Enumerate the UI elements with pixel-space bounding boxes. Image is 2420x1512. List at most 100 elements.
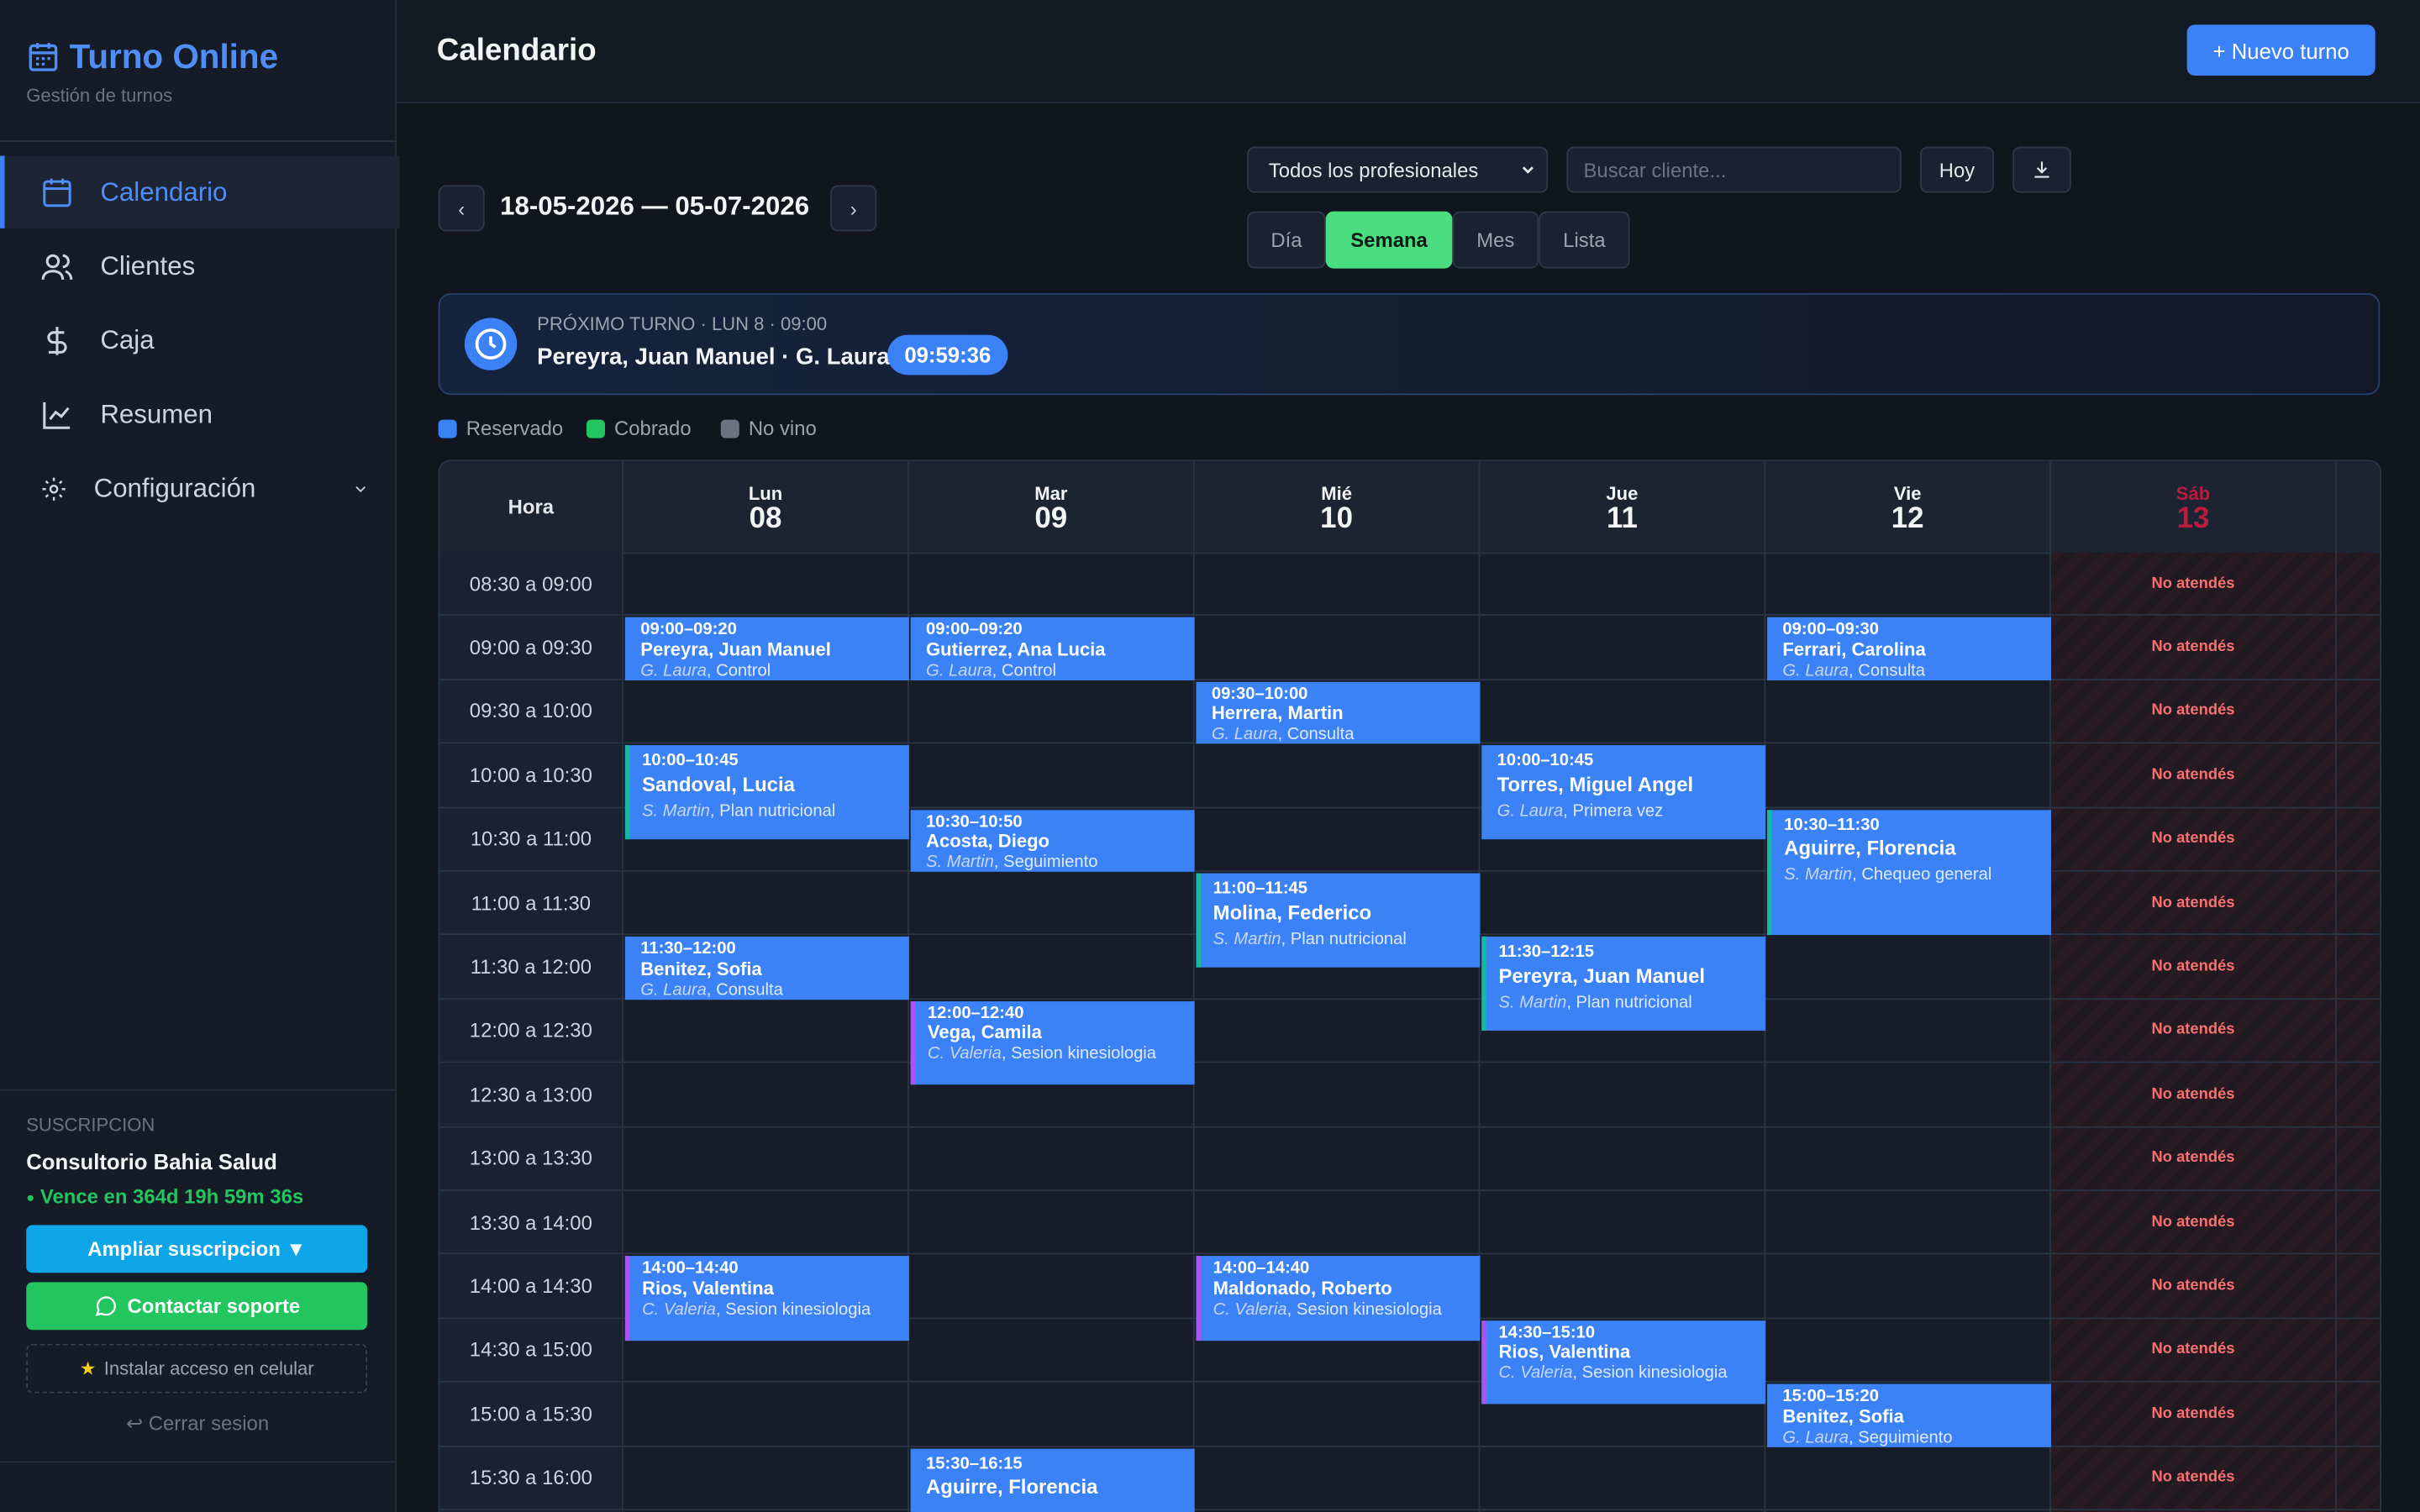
slot-cell[interactable] bbox=[1765, 552, 2052, 617]
slot-cell[interactable] bbox=[623, 807, 909, 872]
upgrade-button[interactable]: Ampliar suscripcion ▼ bbox=[26, 1225, 368, 1273]
slot-cell[interactable] bbox=[1765, 1510, 2052, 1512]
slot-cell[interactable] bbox=[908, 935, 1195, 1000]
slot-cell[interactable] bbox=[1480, 680, 1766, 744]
slot-cell[interactable] bbox=[623, 1063, 909, 1127]
slot-cell[interactable] bbox=[908, 743, 1195, 808]
prev-button[interactable]: ‹ bbox=[438, 185, 485, 232]
slot-cell[interactable] bbox=[1765, 1446, 2052, 1511]
slot-cell[interactable] bbox=[1765, 999, 2052, 1063]
slot-cell[interactable] bbox=[908, 1319, 1195, 1383]
slot-cell[interactable] bbox=[1480, 999, 1766, 1063]
view-tab-active[interactable]: Semana bbox=[1325, 211, 1453, 269]
slot-cell[interactable] bbox=[623, 1446, 909, 1511]
slot-cell[interactable] bbox=[623, 1510, 909, 1512]
slot-cell[interactable] bbox=[1480, 1063, 1766, 1127]
slot-cell[interactable] bbox=[1480, 1383, 1766, 1447]
view-tab[interactable]: Lista bbox=[1539, 211, 1630, 269]
appointment[interactable]: 09:00–09:20 Gutierrez, Ana Lucia G. Laura,… bbox=[910, 617, 1195, 680]
slot-cell[interactable] bbox=[1194, 1190, 1481, 1255]
nav-item[interactable]: Clientes bbox=[0, 230, 395, 302]
nav-item[interactable]: Configuración bbox=[0, 452, 395, 524]
appointment[interactable]: 14:00–14:40 Maldonado, Roberto C. Valeria,… bbox=[1196, 1256, 1481, 1341]
slot-cell[interactable] bbox=[908, 552, 1195, 617]
appointment[interactable]: 11:30–12:15 Pereyra, Juan Manuel S. Martin… bbox=[1481, 937, 1766, 1032]
slot-cell[interactable] bbox=[623, 680, 909, 744]
slot-cell[interactable] bbox=[908, 1254, 1195, 1320]
slot-cell[interactable] bbox=[1480, 1446, 1766, 1511]
slot-cell[interactable] bbox=[1765, 935, 2052, 1000]
slot-cell[interactable] bbox=[1480, 616, 1766, 680]
slot-cell[interactable] bbox=[908, 1063, 1195, 1127]
install-button[interactable]: ★ Instalar acceso en celular bbox=[26, 1343, 368, 1394]
slot-cell[interactable] bbox=[1765, 1063, 2052, 1127]
slot-cell[interactable] bbox=[623, 1126, 909, 1191]
slot-cell[interactable] bbox=[1194, 999, 1481, 1063]
slot-cell[interactable] bbox=[1194, 1446, 1481, 1511]
appointment[interactable]: 14:30–15:10 Rios, Valentina C. Valeria, Se… bbox=[1481, 1320, 1766, 1404]
slot-cell[interactable] bbox=[1194, 1063, 1481, 1127]
view-tab[interactable]: Mes bbox=[1452, 211, 1539, 269]
date-range: 18-05-2026 — 05-07-2026 bbox=[500, 191, 810, 221]
slot-cell[interactable] bbox=[623, 1319, 909, 1383]
slot-cell[interactable] bbox=[1194, 1319, 1481, 1383]
slot-cell[interactable] bbox=[1194, 807, 1481, 872]
nav-item[interactable]: Caja bbox=[0, 304, 395, 376]
appointment[interactable]: 09:00–09:20 Pereyra, Juan Manuel G. Laura,… bbox=[624, 617, 909, 680]
slot-cell[interactable] bbox=[1765, 743, 2052, 808]
appointment[interactable]: 09:00–09:30 Ferrari, Carolina G. Laura, Co… bbox=[1767, 617, 2052, 680]
support-button[interactable]: Contactar soporte bbox=[26, 1282, 368, 1331]
slot-cell[interactable] bbox=[1194, 552, 1481, 617]
slot-cell[interactable] bbox=[1765, 680, 2052, 744]
slot-cell[interactable] bbox=[1480, 1190, 1766, 1255]
slot-cell[interactable] bbox=[1480, 807, 1766, 872]
slot-cell[interactable] bbox=[1195, 1510, 1481, 1512]
appointment-client: Sandoval, Lucia bbox=[642, 772, 795, 796]
slot-cell[interactable] bbox=[1480, 552, 1766, 617]
appointment[interactable]: 11:00–11:45 Molina, Federico S. Martin, Pl… bbox=[1196, 873, 1481, 968]
slot-cell[interactable] bbox=[1480, 1254, 1766, 1320]
download-button[interactable] bbox=[2012, 146, 2071, 193]
slot-cell[interactable] bbox=[1765, 1254, 2052, 1320]
appointment[interactable]: 10:00–10:45 Sandoval, Lucia S. Martin, Pla… bbox=[624, 745, 909, 840]
slot-cell[interactable] bbox=[1480, 1510, 1766, 1512]
logout-button[interactable]: ↩ Cerrar sesion bbox=[126, 1411, 270, 1436]
search-input[interactable]: Buscar cliente... bbox=[1566, 146, 1902, 193]
today-button[interactable]: Hoy bbox=[1919, 146, 1995, 193]
slot-cell[interactable] bbox=[623, 1190, 909, 1255]
slot-cell[interactable] bbox=[908, 680, 1195, 744]
appointment[interactable]: 14:00–14:40 Rios, Valentina C. Valeria, Se… bbox=[624, 1256, 909, 1341]
appointment[interactable]: 09:30–10:00 Herrera, Martin G. Laura, Cons… bbox=[1196, 681, 1481, 744]
slot-cell[interactable] bbox=[1480, 1126, 1766, 1191]
slot-cell[interactable] bbox=[1765, 1190, 2052, 1255]
new-appointment-button[interactable]: + Nuevo turno bbox=[2186, 24, 2375, 76]
appointment[interactable]: 10:30–11:30 Aguirre, Florencia S. Martin, … bbox=[1767, 809, 2052, 936]
professional-select[interactable]: Todos los profesionales bbox=[1247, 146, 1549, 193]
appointment[interactable]: 10:00–10:45 Torres, Miguel Angel G. Laura,… bbox=[1481, 745, 1766, 840]
slot-cell[interactable] bbox=[623, 871, 909, 936]
view-tab[interactable]: Día bbox=[1247, 211, 1326, 269]
slot-cell[interactable] bbox=[1194, 1383, 1481, 1447]
appointment[interactable]: 11:30–12:00 Benitez, Sofia G. Laura, Consu… bbox=[624, 937, 909, 1000]
slot-cell[interactable] bbox=[1480, 871, 1766, 936]
nav-item[interactable]: Calendario bbox=[0, 155, 400, 228]
slot-cell[interactable] bbox=[623, 1383, 909, 1447]
appointment[interactable]: 15:30–16:15 Aguirre, Florencia bbox=[910, 1447, 1195, 1512]
appointment[interactable]: 12:00–12:40 Vega, Camila C. Valeria, Sesio… bbox=[910, 1000, 1195, 1085]
appointment[interactable]: 15:00–15:20 Benitez, Sofia G. Laura, Segui… bbox=[1767, 1383, 2052, 1447]
nav-item[interactable]: Resumen bbox=[0, 378, 395, 450]
slot-cell[interactable] bbox=[1194, 743, 1481, 808]
next-button[interactable]: › bbox=[830, 185, 877, 232]
slot-cell[interactable] bbox=[623, 999, 909, 1063]
slot-cell[interactable] bbox=[623, 552, 909, 617]
slot-label: 08:30 a 09:00 bbox=[439, 552, 624, 617]
slot-cell[interactable] bbox=[908, 871, 1195, 936]
slot-cell[interactable] bbox=[908, 1126, 1195, 1191]
slot-cell[interactable] bbox=[908, 1190, 1195, 1255]
slot-cell[interactable] bbox=[1194, 1126, 1481, 1191]
slot-cell[interactable] bbox=[1194, 616, 1481, 680]
slot-cell[interactable] bbox=[908, 1383, 1195, 1447]
slot-cell[interactable] bbox=[1765, 1126, 2052, 1191]
slot-cell[interactable] bbox=[1765, 1319, 2052, 1383]
appointment[interactable]: 10:30–10:50 Acosta, Diego S. Martin, Segui… bbox=[910, 809, 1195, 872]
